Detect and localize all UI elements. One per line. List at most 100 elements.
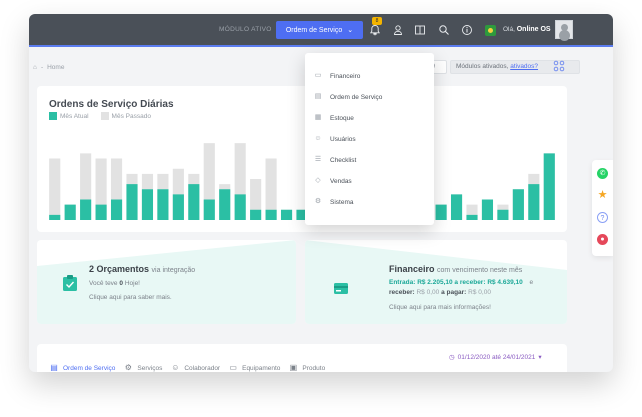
budgets-today-pre: Você teve xyxy=(89,280,118,287)
bell-icon[interactable] xyxy=(369,24,381,36)
menu-item-ordem-servico[interactable]: ▤ Ordem de Serviço xyxy=(314,91,383,103)
box-icon: ▣ xyxy=(289,363,298,372)
search-icon[interactable] xyxy=(438,24,450,36)
bar-current-month[interactable] xyxy=(296,209,308,220)
budgets-more-link[interactable]: Clique aqui para saber mais. xyxy=(89,294,172,301)
bar-current-month[interactable] xyxy=(141,189,154,220)
bar-previous-month[interactable] xyxy=(80,153,92,220)
budgets-today-line: Você teve 0 Hoje! xyxy=(89,280,140,287)
receber2-value: R$ 0,00 xyxy=(416,289,440,296)
bar-current-month[interactable] xyxy=(466,214,478,220)
book-icon[interactable] xyxy=(414,24,426,36)
list-icon: ☰ xyxy=(314,156,322,163)
gear-icon: ⚙ xyxy=(124,363,132,372)
bar-current-month[interactable] xyxy=(49,214,61,220)
bar-previous-month[interactable] xyxy=(203,143,215,220)
bar-current-month[interactable] xyxy=(95,204,107,220)
date-range-value: 01/12/2020 até 24/01/2021 xyxy=(457,353,536,361)
home-icon[interactable]: ⌂ xyxy=(33,64,37,71)
breadcrumb-home[interactable]: Home xyxy=(47,64,65,71)
bar-previous-month[interactable] xyxy=(95,158,107,221)
menu-item-label: Usuários xyxy=(330,135,356,143)
bar-current-month[interactable] xyxy=(203,199,215,221)
bar-current-month[interactable] xyxy=(234,194,246,220)
bar-current-month[interactable] xyxy=(219,189,231,220)
chevron-down-icon: ⌄ xyxy=(347,27,354,34)
bar-current-month[interactable] xyxy=(512,189,524,220)
bar-previous-month[interactable] xyxy=(49,158,61,221)
bar-current-month[interactable] xyxy=(157,189,169,220)
budgets-count: 2 Orçamentos xyxy=(89,264,150,274)
notification-badge: 8 xyxy=(372,17,382,25)
tab-label: Colaborador xyxy=(184,364,221,372)
entrada-value: R$ 2.205,10 xyxy=(417,279,453,286)
avatar[interactable] xyxy=(555,20,573,39)
bar-previous-month[interactable] xyxy=(110,158,123,221)
tag-icon: ◇ xyxy=(315,177,321,184)
bar-current-month[interactable] xyxy=(528,184,540,220)
menu-item-estoque[interactable]: ▦ Estoque xyxy=(314,112,354,124)
bar-current-month[interactable] xyxy=(481,199,494,221)
menu-item-sistema[interactable]: ⚙ Sistema xyxy=(314,196,354,208)
tab-services[interactable]: ⚙ Serviços xyxy=(123,363,163,372)
whatsapp-icon[interactable]: ✆ xyxy=(597,168,608,179)
bar-current-month[interactable] xyxy=(110,199,123,221)
bar-current-month[interactable] xyxy=(497,209,509,220)
bar-previous-month[interactable] xyxy=(234,143,246,220)
bar-current-month[interactable] xyxy=(188,184,200,220)
active-module-label: MÓDULO ATIVO xyxy=(219,26,272,33)
legend-swatch-current xyxy=(49,112,57,120)
tab-service-orders[interactable]: ▤ Ordem de Serviço xyxy=(49,363,115,372)
brazil-flag-icon[interactable] xyxy=(485,25,496,36)
menu-item-label: Ordem de Serviço xyxy=(330,93,383,101)
bar-current-month[interactable] xyxy=(435,204,447,220)
finance-more-link[interactable]: Clique aqui para mais informações! xyxy=(389,304,491,311)
finance-card-tint xyxy=(305,240,567,324)
modules-link[interactable]: ativados? xyxy=(510,63,539,70)
legend-swatch-previous xyxy=(100,112,109,120)
menu-item-usuarios[interactable]: ☺ Usuários xyxy=(314,133,356,145)
tab-equipment[interactable]: ▭ Equipamento xyxy=(228,363,280,372)
bar-current-month[interactable] xyxy=(172,194,184,220)
bar-current-month[interactable] xyxy=(265,209,277,220)
bar-current-month[interactable] xyxy=(64,204,76,220)
bar-previous-month[interactable] xyxy=(265,158,277,221)
finance-card[interactable]: Financeiro com vencimento neste mês Entr… xyxy=(305,240,567,324)
chart-legend: Mês Atual Mês Passado xyxy=(49,112,151,120)
menu-item-financeiro[interactable]: ▭ Financeiro xyxy=(314,70,361,82)
menu-item-checklist[interactable]: ☰ Checklist xyxy=(314,154,357,166)
pagar-label: a pagar: xyxy=(441,289,467,296)
user-icon[interactable] xyxy=(392,24,404,36)
date-range-picker[interactable]: ◷ 01/12/2020 até 24/01/2021 ▾ xyxy=(449,353,542,362)
app-window: MÓDULO ATIVO Ordem de Serviço ⌄ 8 Olá, O… xyxy=(29,14,613,372)
tab-product[interactable]: ▣ Produto xyxy=(288,363,326,372)
bar-previous-month[interactable] xyxy=(466,204,478,220)
apps-grid-icon[interactable] xyxy=(552,60,566,74)
tab-collaborator[interactable]: ☺ Colaborador xyxy=(170,363,220,372)
star-icon[interactable]: ★ xyxy=(597,189,608,201)
reports-card: ▤ Ordem de Serviço ⚙ Serviços ☺ Colaborador… xyxy=(37,344,567,372)
bar-current-month[interactable] xyxy=(450,194,463,220)
finance-saida-line: receber: R$ 0,00 a pagar: R$ 0,00 xyxy=(389,289,491,296)
budgets-title: 2 Orçamentos via integração xyxy=(89,264,195,274)
help-icon[interactable]: ? xyxy=(597,212,608,223)
record-icon[interactable]: ● xyxy=(597,234,608,245)
legend-label-current[interactable]: Mês Atual xyxy=(60,112,89,120)
budgets-card[interactable]: 2 Orçamentos via integração Você teve 0 … xyxy=(37,240,296,324)
menu-item-vendas[interactable]: ◇ Vendas xyxy=(314,175,351,187)
module-dropdown-menu: ▭ Financeiro ▤ Ordem de Serviço ▦ Estoque ☺… xyxy=(305,53,434,225)
receber-label: a receber: xyxy=(454,279,486,286)
module-selector-button[interactable]: Ordem de Serviço ⌄ xyxy=(276,21,363,39)
pagar-value: R$ 0,00 xyxy=(468,289,491,296)
bar-previous-month[interactable] xyxy=(250,179,262,220)
legend-label-previous[interactable]: Mês Passado xyxy=(111,112,151,120)
bar-chart xyxy=(49,143,555,221)
bar-current-month[interactable] xyxy=(280,209,293,220)
bar-current-month[interactable] xyxy=(126,184,138,220)
reports-tabs: ▤ Ordem de Serviço ⚙ Serviços ☺ Colaborador… xyxy=(49,363,325,372)
info-icon[interactable] xyxy=(461,24,473,36)
bar-current-month[interactable] xyxy=(250,209,262,220)
bar-current-month[interactable] xyxy=(80,199,92,221)
tab-label: Equipamento xyxy=(242,364,281,372)
bar-current-month[interactable] xyxy=(543,153,555,220)
